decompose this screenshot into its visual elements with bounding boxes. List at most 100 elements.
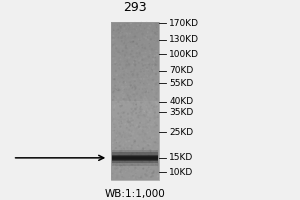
Point [123,89,128,93]
Point [118,129,123,133]
Point [154,134,158,137]
Point [114,156,119,159]
Point [136,37,141,41]
Point [115,131,119,135]
Point [122,27,127,30]
Point [133,78,137,81]
Point [142,132,146,135]
Point [130,120,135,123]
Point [137,133,142,136]
Point [146,63,151,66]
Point [148,73,153,76]
Point [125,125,130,128]
Point [142,141,147,144]
Bar [111,68,159,69]
Point [117,64,122,68]
Point [154,26,159,29]
Point [143,140,148,143]
Point [129,130,134,133]
Point [122,88,127,91]
Point [130,86,135,89]
Point [114,141,118,144]
Point [148,150,153,153]
Point [156,162,161,165]
Point [136,54,141,57]
Point [117,23,122,26]
Point [116,27,121,31]
Point [139,105,144,108]
Point [111,142,116,145]
Point [153,147,158,150]
Point [133,67,138,70]
Point [151,139,156,142]
Point [153,123,158,126]
Point [122,137,127,140]
Point [145,56,149,59]
Point [144,21,149,24]
Point [112,55,117,58]
Point [147,147,152,150]
Point [126,47,131,50]
Point [118,105,123,108]
Bar [111,162,159,163]
Point [130,145,135,149]
Point [121,163,126,167]
Point [140,36,145,39]
Point [154,90,159,93]
Point [114,130,118,133]
Point [142,71,147,74]
Point [143,25,148,28]
Bar [111,107,159,108]
Point [131,78,136,81]
Point [145,136,150,139]
Point [143,113,148,116]
Point [152,54,157,58]
Point [129,144,134,147]
Point [123,118,128,121]
Point [123,158,128,162]
Bar [111,179,159,180]
Point [142,66,147,69]
Point [135,152,140,155]
Point [127,122,131,125]
Bar [111,32,159,33]
Point [128,111,133,114]
Point [151,129,156,132]
Bar [111,164,159,165]
Point [154,124,159,127]
Bar [111,71,159,72]
Point [125,132,130,135]
Point [120,49,125,52]
Point [128,52,133,56]
Bar [111,125,159,126]
Point [116,124,121,127]
Point [110,177,115,180]
Point [127,98,132,101]
Point [130,167,135,170]
Point [124,138,129,141]
Point [129,36,134,39]
Point [127,155,132,159]
Point [147,45,152,48]
Point [120,132,125,135]
Point [112,90,117,93]
Point [128,22,132,26]
Point [144,49,148,52]
Point [140,140,145,143]
Point [137,61,142,65]
Point [146,121,151,124]
Point [142,69,147,73]
Point [139,138,144,142]
Point [118,144,122,148]
Point [110,127,115,130]
Point [128,153,132,156]
Point [133,130,138,133]
Point [128,50,133,53]
Point [117,170,122,174]
Point [144,105,149,108]
Bar [111,159,159,160]
Point [148,162,152,165]
Point [155,69,160,72]
Point [153,47,158,50]
Point [132,167,136,170]
